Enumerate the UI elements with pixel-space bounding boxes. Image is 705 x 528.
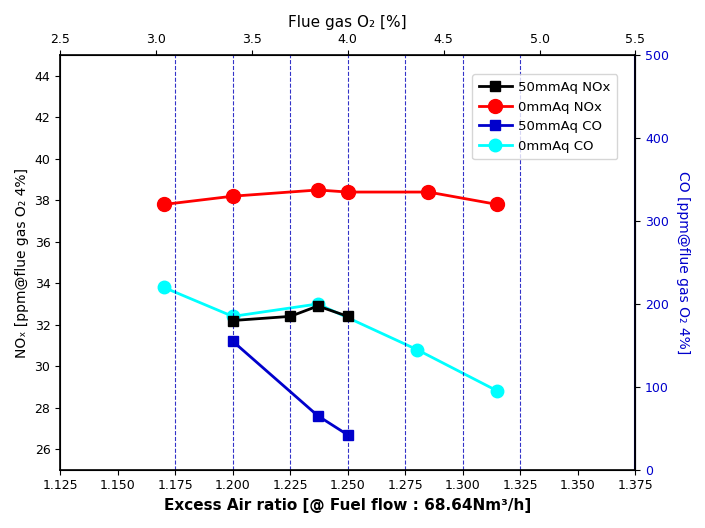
Line: 50mmAq NOx: 50mmAq NOx: [228, 301, 352, 325]
Legend: 50mmAq NOx, 0mmAq NOx, 50mmAq CO, 0mmAq CO: 50mmAq NOx, 0mmAq NOx, 50mmAq CO, 0mmAq …: [472, 74, 618, 159]
Line: 0mmAq NOx: 0mmAq NOx: [157, 183, 504, 211]
0mmAq NOx: [424, 189, 433, 195]
0mmAq NOx: [314, 187, 322, 193]
Line: 50mmAq CO: 50mmAq CO: [228, 336, 352, 440]
50mmAq NOx: [314, 303, 322, 309]
50mmAq NOx: [228, 317, 237, 324]
Y-axis label: NOₓ [ppm@flue gas O₂ 4%]: NOₓ [ppm@flue gas O₂ 4%]: [15, 167, 29, 357]
0mmAq NOx: [228, 193, 237, 200]
50mmAq CO: [228, 338, 237, 344]
0mmAq CO: [314, 301, 322, 307]
X-axis label: Flue gas O₂ [%]: Flue gas O₂ [%]: [288, 15, 407, 30]
0mmAq NOx: [159, 201, 168, 208]
50mmAq NOx: [343, 313, 352, 319]
0mmAq NOx: [493, 201, 501, 208]
0mmAq CO: [159, 284, 168, 290]
0mmAq CO: [412, 346, 421, 353]
0mmAq CO: [228, 313, 237, 319]
Line: 0mmAq CO: 0mmAq CO: [157, 281, 503, 397]
50mmAq CO: [343, 432, 352, 438]
Y-axis label: CO [ppm@flue gas O₂ 4%]: CO [ppm@flue gas O₂ 4%]: [676, 171, 690, 354]
0mmAq NOx: [343, 189, 352, 195]
0mmAq CO: [493, 388, 501, 394]
50mmAq NOx: [286, 313, 295, 319]
X-axis label: Excess Air ratio [@ Fuel flow : 68.64Nm³/h]: Excess Air ratio [@ Fuel flow : 68.64Nm³…: [164, 498, 532, 513]
50mmAq CO: [314, 413, 322, 419]
